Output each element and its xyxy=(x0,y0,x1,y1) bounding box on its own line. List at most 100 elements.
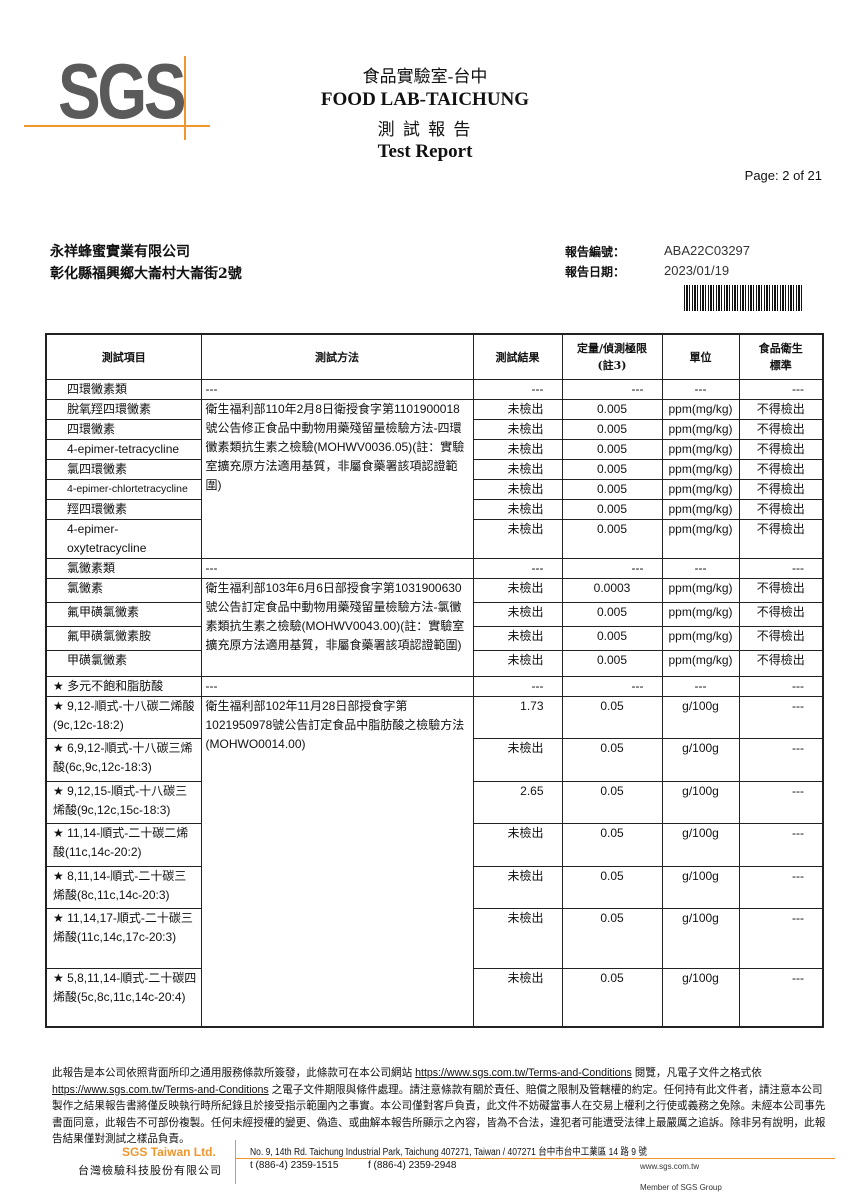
sgs-logo: SGS xyxy=(58,47,187,135)
logo-line xyxy=(184,56,186,140)
unit: g/100g xyxy=(661,823,740,867)
category-row: ★ 多元不飽和脂肪酸 --- --- --- --- --- xyxy=(45,676,824,697)
lab-name-en: FOOD LAB-TAICHUNG xyxy=(320,89,530,110)
food-standard: --- xyxy=(738,968,824,1027)
unit: g/100g xyxy=(661,781,740,824)
dash-cell: --- xyxy=(561,379,663,400)
food-standard: --- xyxy=(738,696,824,739)
detection-limit: 0.005 xyxy=(561,519,663,559)
table-row: 氟甲磺氯黴素 未檢出 0.005 ppm(mg/kg) 不得檢出 xyxy=(45,602,824,627)
col-header-standard: 食品衛生標準 xyxy=(738,333,824,380)
test-item: ★ 6,9,12-順式-十八碳三烯酸(6c,9c,12c-18:3) xyxy=(45,738,202,782)
detection-limit: 0.05 xyxy=(561,866,663,909)
dash-cell: --- xyxy=(738,558,824,579)
test-item: 4-epimer-chlortetracycline xyxy=(45,479,202,500)
test-item: 氯黴素 xyxy=(45,578,202,603)
detection-limit: 0.005 xyxy=(561,459,663,480)
table-row: ★ 6,9,12-順式-十八碳三烯酸(6c,9c,12c-18:3) 未檢出 0.0… xyxy=(45,738,824,782)
test-item: ★ 11,14,17-順式-二十碳三烯酸(11c,14c,17c-20:3) xyxy=(45,908,202,969)
footer-company-cn: 台灣檢驗科技股份有限公司 xyxy=(78,1164,222,1177)
category-name: 氯黴素類 xyxy=(45,558,202,579)
unit: ppm(mg/kg) xyxy=(661,578,740,603)
detection-limit: 0.05 xyxy=(561,968,663,1027)
unit: ppm(mg/kg) xyxy=(661,479,740,500)
detection-limit: 0.05 xyxy=(561,738,663,782)
test-item: 氟甲磺氯黴素胺 xyxy=(45,626,202,651)
test-result: 未檢出 xyxy=(472,602,563,627)
footer-tel: t (886-4) 2359-1515 xyxy=(250,1160,339,1171)
test-result: 未檢出 xyxy=(472,866,563,909)
detection-limit: 0.05 xyxy=(561,823,663,867)
report-date-label: 報告日期： xyxy=(565,265,626,279)
test-result: 未檢出 xyxy=(472,479,563,500)
table-row: ★ 9,12,15-順式-十八碳三烯酸(9c,12c,15c-18:3) 2.65… xyxy=(45,781,824,824)
detection-limit: 0.005 xyxy=(561,602,663,627)
food-standard: 不得檢出 xyxy=(738,459,824,480)
food-standard: 不得檢出 xyxy=(738,650,824,677)
page-number: Page: 2 of 21 xyxy=(744,168,822,183)
table-row: 羥四環黴素 未檢出 0.005 ppm(mg/kg) 不得檢出 xyxy=(45,499,824,520)
detection-limit: 0.005 xyxy=(561,399,663,420)
detection-limit: 0.0003 xyxy=(561,578,663,603)
col-header-result: 測試結果 xyxy=(472,333,563,380)
report-no-label: 報告編號： xyxy=(565,245,626,259)
test-item: 4-epimer-tetracycline xyxy=(45,439,202,460)
unit: ppm(mg/kg) xyxy=(661,459,740,480)
category-row: 四環黴素類 --- --- --- --- --- xyxy=(45,379,824,400)
food-standard: 不得檢出 xyxy=(738,399,824,420)
method-cell: --- xyxy=(200,379,474,400)
dash-cell: --- xyxy=(472,379,563,400)
unit: ppm(mg/kg) xyxy=(661,399,740,420)
test-result: 未檢出 xyxy=(472,968,563,1027)
detection-limit: 0.005 xyxy=(561,479,663,500)
food-standard: 不得檢出 xyxy=(738,499,824,520)
unit: g/100g xyxy=(661,866,740,909)
detection-limit: 0.05 xyxy=(561,696,663,739)
terms-link[interactable]: https://www.sgs.com.tw/Terms-and-Conditi… xyxy=(52,1083,269,1096)
unit: ppm(mg/kg) xyxy=(661,602,740,627)
detection-limit: 0.05 xyxy=(561,908,663,969)
unit: ppm(mg/kg) xyxy=(661,499,740,520)
unit: g/100g xyxy=(661,908,740,969)
test-result: 未檢出 xyxy=(472,519,563,559)
test-item: 4-epimer-oxytetracycline xyxy=(45,519,202,559)
test-result: 未檢出 xyxy=(472,738,563,782)
footer-divider xyxy=(235,1158,835,1159)
table-header-row: 測試項目 測試方法 測試結果 定量/偵測極限(註3) 單位 食品衛生標準 xyxy=(45,333,824,380)
test-result: 未檢出 xyxy=(472,626,563,651)
detection-limit: 0.05 xyxy=(561,781,663,824)
food-standard: 不得檢出 xyxy=(738,519,824,559)
food-standard: 不得檢出 xyxy=(738,578,824,603)
table-row: ★ 9,12-順式-十八碳二烯酸(9c,12c-18:2) 衛生福利部102年11… xyxy=(45,696,824,1027)
category-row: 氯黴素類 --- --- --- --- --- xyxy=(45,558,824,579)
test-method: 衛生福利部102年11月28日部授食字第1021950978號公告訂定食品中脂肪… xyxy=(200,696,474,1027)
logo-line xyxy=(24,125,210,127)
food-standard: --- xyxy=(738,781,824,824)
food-standard: --- xyxy=(738,823,824,867)
footer-website: www.sgs.com.tw xyxy=(640,1162,700,1171)
test-result: 未檢出 xyxy=(472,499,563,520)
unit: g/100g xyxy=(661,738,740,782)
table-row: 四環黴素 未檢出 0.005 ppm(mg/kg) 不得檢出 xyxy=(45,419,824,440)
test-result: 未檢出 xyxy=(472,650,563,677)
table-row: ★ 8,11,14-順式-二十碳三烯酸(8c,11c,14c-20:3) 未檢出 0… xyxy=(45,866,824,909)
unit: ppm(mg/kg) xyxy=(661,439,740,460)
unit: ppm(mg/kg) xyxy=(661,650,740,677)
test-result: 未檢出 xyxy=(472,439,563,460)
footer-fax: f (886-4) 2359-2948 xyxy=(368,1160,457,1171)
table-row: 脫氧羥四環黴素 衛生福利部110年2月8日衛授食字第1101900018號公告修正… xyxy=(45,399,824,559)
test-result: 未檢出 xyxy=(472,399,563,420)
test-result: 2.65 xyxy=(472,781,563,824)
category-name: 四環黴素類 xyxy=(45,379,202,400)
terms-link[interactable]: https://www.sgs.com.tw/Terms-and-Conditi… xyxy=(415,1067,632,1079)
food-standard: --- xyxy=(738,908,824,969)
table-row: ★ 11,14-順式-二十碳二烯酸(11c,14c-20:2) 未檢出 0.05 g/… xyxy=(45,823,824,867)
test-item: ★ 8,11,14-順式-二十碳三烯酸(8c,11c,14c-20:3) xyxy=(45,866,202,909)
footer-company-en: SGS Taiwan Ltd. xyxy=(122,1145,216,1159)
footer-divider xyxy=(235,1140,236,1184)
test-item: 四環黴素 xyxy=(45,419,202,440)
results-table: 測試項目 測試方法 測試結果 定量/偵測極限(註3) 單位 食品衛生標準 四環黴… xyxy=(45,333,824,1028)
report-no: ABA22C03297 xyxy=(664,243,751,258)
test-result: 未檢出 xyxy=(472,908,563,969)
customer-name: 永祥蜂蜜實業有限公司 xyxy=(50,244,190,260)
